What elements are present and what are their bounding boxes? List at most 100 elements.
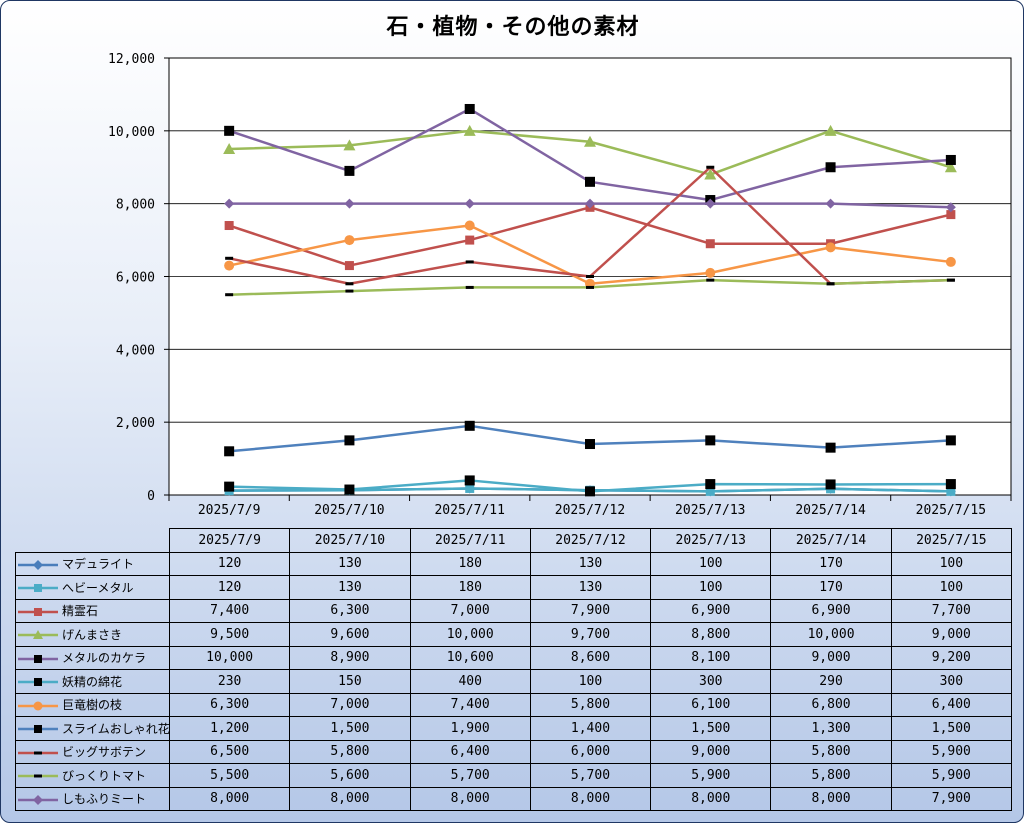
data-point: [704, 168, 717, 180]
table-cell: 9,700: [529, 622, 652, 647]
table-cell: 180: [409, 575, 531, 600]
table-cell: 5,700: [409, 763, 531, 788]
table-cell: 9,000: [890, 622, 1012, 647]
table-cell: 8,000: [168, 786, 291, 811]
data-point: [945, 479, 956, 490]
data-point: [585, 198, 595, 209]
data-point: [345, 282, 354, 286]
series-label-cell: げんまさき: [15, 622, 170, 647]
series-name: 妖精の綿花: [62, 674, 123, 689]
data-point: [825, 162, 836, 173]
y-tick-label: 8,000: [116, 198, 155, 213]
table-cell: 9,000: [770, 645, 892, 670]
series-name: メタルのカケラ: [62, 651, 147, 666]
table-cell: 100: [890, 551, 1012, 576]
table-header-cell: 2025/7/15: [890, 528, 1012, 553]
table-row: メタルのカケラ 10,000 8,900 10,600 8,600 8,100 9,000 9…: [15, 645, 1012, 670]
table-cell: 7,400: [168, 598, 291, 623]
table-cell: 7,000: [289, 692, 411, 717]
data-point: [705, 479, 716, 490]
data-point: [344, 198, 355, 209]
data-point: [586, 275, 594, 278]
table-cell: 6,500: [168, 739, 291, 764]
table-cell: 1,200: [168, 716, 291, 741]
legend-key-icon: [16, 792, 62, 806]
series-name: スライムおしゃれ花: [62, 721, 170, 736]
legend-key-icon: [16, 722, 62, 736]
series-label-cell: 巨竜樹の枝: [15, 692, 170, 717]
table-cell: 1,500: [650, 716, 772, 741]
y-tick-label: 12,000: [108, 52, 155, 67]
data-point: [344, 165, 355, 176]
table-cell: 230: [168, 669, 291, 694]
data-point: [223, 143, 236, 155]
table-cell: 1,500: [890, 716, 1012, 741]
table-cell: 8,000: [409, 786, 531, 811]
legend-key-icon: [16, 628, 62, 642]
legend-key-icon: [16, 675, 62, 689]
data-point: [224, 198, 235, 209]
table-row: 妖精の綿花 230 150 400 100 300 290 300: [15, 669, 1012, 694]
table-cell: 8,000: [529, 786, 652, 811]
data-point: [344, 261, 354, 271]
table-header-cell: 2025/7/10: [289, 528, 411, 553]
table-cell: 300: [650, 669, 772, 694]
table-cell: 7,700: [890, 598, 1012, 623]
table-header-cell: 2025/7/12: [529, 528, 652, 553]
table-cell: 170: [770, 575, 892, 600]
series-label-cell: びっくりトマト: [15, 763, 170, 788]
table-cell: 130: [529, 551, 652, 576]
table-cell: 5,900: [890, 763, 1012, 788]
data-point: [586, 285, 594, 289]
table-cell: 130: [289, 551, 411, 576]
data-point: [464, 220, 475, 231]
table-cell: 1,300: [770, 716, 892, 741]
table-row: しもふりミート 8,000 8,000 8,000 8,000 8,000 8,000 7,9…: [15, 786, 1012, 811]
table-cell: 9,600: [289, 622, 411, 647]
table-row: へビーメタル 120 130 180 130 100 170 100: [15, 575, 1012, 600]
x-tick-label: 2025/7/14: [795, 503, 866, 518]
table-row: マデュライト 120 130 180 130 100 170 100: [15, 551, 1012, 576]
table-cell: 5,900: [890, 739, 1012, 764]
table-cell: 6,300: [168, 692, 291, 717]
data-point: [465, 235, 475, 245]
table-cell: 5,600: [289, 763, 411, 788]
table-cell: 6,400: [409, 739, 531, 764]
data-point: [705, 435, 716, 446]
table-cell: 5,800: [770, 763, 892, 788]
data-point: [945, 256, 956, 267]
table-cell: 5,900: [650, 763, 772, 788]
table-corner: [15, 528, 170, 553]
table-cell: 8,100: [650, 645, 772, 670]
table-cell: 6,300: [289, 598, 411, 623]
table-cell: 9,200: [890, 645, 1012, 670]
table-cell: 6,800: [770, 692, 892, 717]
series-name: しもふりミート: [62, 792, 147, 807]
x-tick-label: 2025/7/9: [198, 503, 261, 518]
y-tick-label: 2,000: [116, 416, 155, 431]
table-row: 巨竜樹の枝 6,300 7,000 7,400 5,800 6,100 6,800 6,400: [15, 692, 1012, 717]
y-tick-label: 10,000: [108, 125, 155, 140]
table-header-cell: 2025/7/9: [168, 528, 291, 553]
data-point: [465, 260, 474, 264]
table-cell: 10,000: [770, 622, 892, 647]
data-point: [825, 479, 836, 490]
data-point: [464, 475, 475, 486]
y-tick-label: 0: [147, 489, 155, 504]
series-name: マデュライト: [62, 557, 135, 572]
data-point: [944, 161, 957, 173]
table-cell: 5,800: [289, 739, 411, 764]
data-point: [706, 278, 715, 282]
table-row: スライムおしゃれ花 1,200 1,500 1,900 1,400 1,500 1,300 1…: [15, 716, 1012, 741]
data-point: [343, 139, 356, 151]
table-row: 精霊石 7,400 6,300 7,000 7,900 6,900 6,900 7,700: [15, 598, 1012, 623]
data-point: [824, 124, 837, 136]
data-point: [224, 446, 235, 457]
table-cell: 8,600: [529, 645, 652, 670]
data-point: [465, 285, 474, 289]
x-tick-label: 2025/7/11: [434, 503, 504, 518]
y-tick-label: 4,000: [116, 343, 155, 358]
table-cell: 8,000: [289, 786, 411, 811]
